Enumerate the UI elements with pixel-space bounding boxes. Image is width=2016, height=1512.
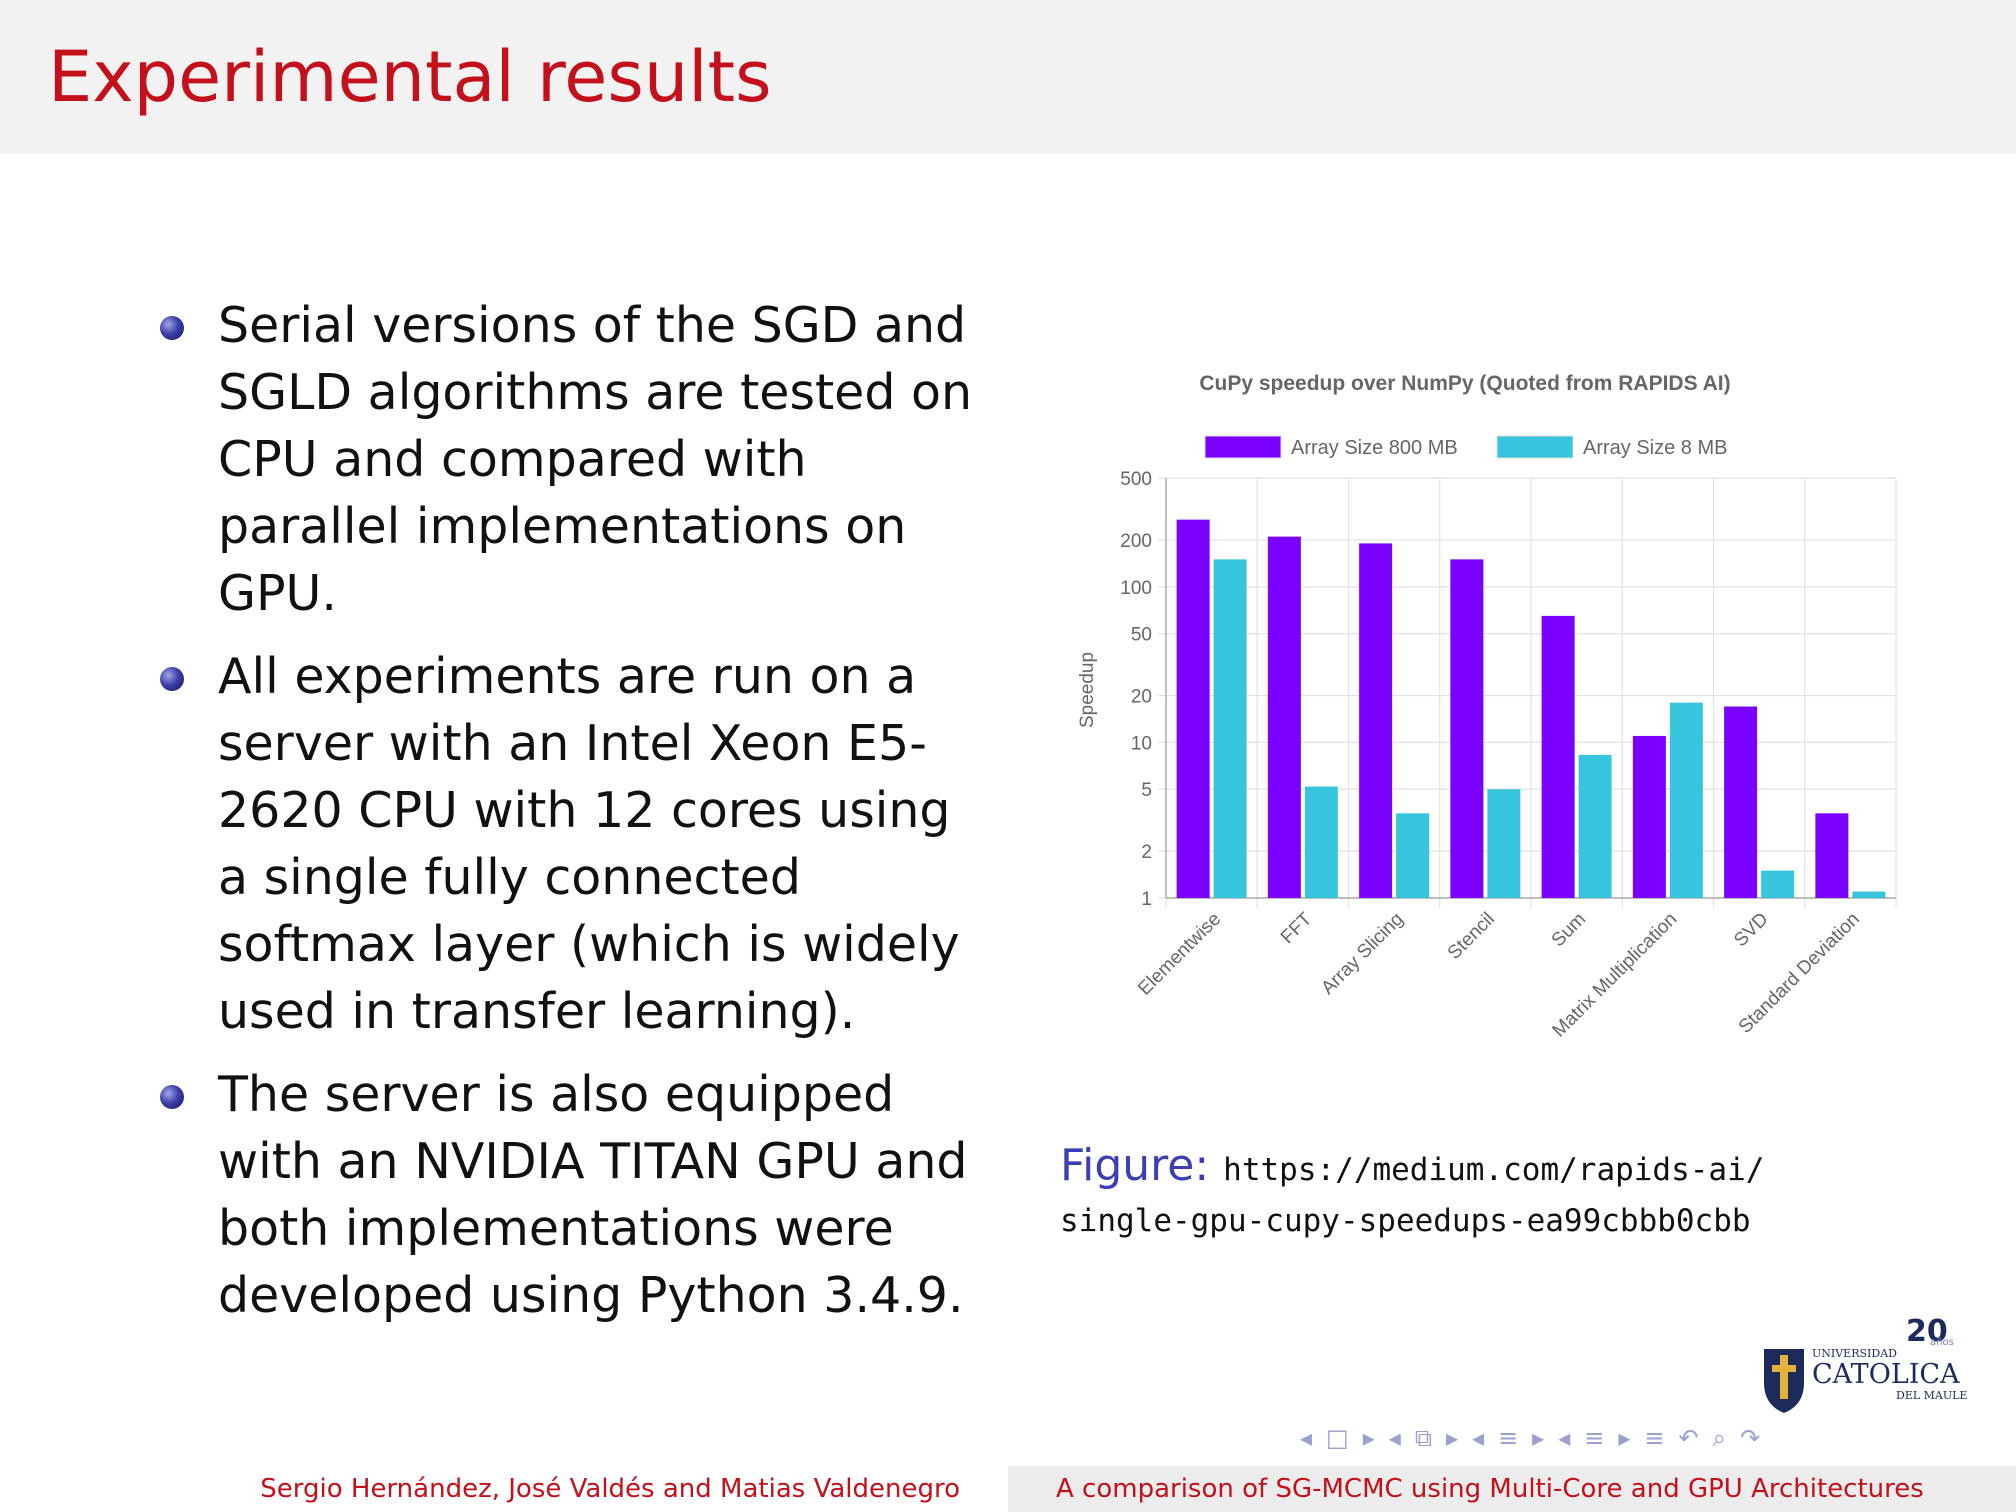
bullet-text: All experiments are run on a server with… (218, 648, 960, 1040)
bar-1-5 (1669, 702, 1703, 898)
y-tick-label-2: 5 (1141, 780, 1152, 801)
slide-title: Experimental results (48, 36, 772, 118)
bullet-marker-icon (160, 667, 184, 691)
bar-0-3 (1450, 559, 1484, 898)
nav-control-8[interactable]: ▸ (1532, 1424, 1545, 1452)
x-tick-label-2: Array Slicing (1317, 909, 1407, 999)
x-tick-label-0: Elementwise (1134, 909, 1225, 1000)
speedup-bar-chart: CuPy speedup over NumPy (Quoted from RAP… (1077, 372, 1897, 1042)
bullet-text: The server is also equipped with an NVID… (218, 1066, 968, 1324)
nav-control-5[interactable]: ▸ (1445, 1424, 1459, 1452)
nav-control-15[interactable]: ↷ (1740, 1424, 1761, 1452)
bar-0-7 (1815, 813, 1849, 898)
chart-title: CuPy speedup over NumPy (Quoted from RAP… (1199, 372, 1730, 395)
legend-swatch-1 (1496, 435, 1574, 459)
slide-footer: Sergio Hernández, José Valdés and Matias… (0, 1466, 2016, 1512)
y-tick-label-7: 200 (1120, 531, 1152, 552)
x-tick-label-3: Stencil (1444, 909, 1499, 964)
bullet-text: Serial versions of the SGD and SGLD algo… (218, 297, 973, 622)
bar-1-7 (1852, 891, 1886, 898)
bar-1-2 (1396, 813, 1430, 898)
figure-caption: Figure: https://medium.com/rapids-ai/ sin… (1060, 1142, 1940, 1245)
nav-control-11[interactable]: ▸ (1618, 1424, 1631, 1452)
nav-control-0[interactable]: ◂ (1300, 1424, 1313, 1452)
legend-label-0: Array Size 800 MB (1291, 437, 1458, 459)
nav-control-12[interactable]: ≡ (1644, 1424, 1665, 1452)
legend-swatch-0 (1204, 435, 1282, 459)
caption-url-line1[interactable]: https://medium.com/rapids-ai/ (1223, 1152, 1765, 1188)
logo-line2: CATOLICA (1812, 1359, 1960, 1390)
y-tick-label-0: 1 (1141, 889, 1152, 910)
bar-1-4 (1578, 754, 1612, 898)
y-tick-label-5: 50 (1131, 625, 1152, 646)
bar-0-1 (1267, 536, 1301, 898)
nav-control-9[interactable]: ◂ (1558, 1424, 1571, 1452)
caption-url-line2[interactable]: single-gpu-cupy-speedups-ea99cbbb0cbb (1060, 1203, 1751, 1239)
bullet-item: Serial versions of the SGD and SGLD algo… (156, 292, 976, 627)
legend-label-1: Array Size 8 MB (1583, 437, 1727, 459)
nav-control-2[interactable]: ▸ (1362, 1424, 1375, 1452)
nav-control-4[interactable]: ⧉ (1414, 1424, 1432, 1452)
x-tick-label-1: FFT (1277, 908, 1317, 948)
logo-badge-text: años (1930, 1337, 1954, 1348)
y-tick-label-8: 500 (1120, 469, 1152, 490)
y-tick-label-6: 100 (1120, 578, 1152, 599)
nav-control-6[interactable]: ◂ (1472, 1424, 1485, 1452)
bar-1-6 (1761, 870, 1795, 898)
logo-line1: UNIVERSIDAD (1812, 1347, 1897, 1360)
bar-0-0 (1176, 519, 1210, 898)
bar-1-3 (1487, 789, 1521, 898)
nav-control-14[interactable]: ⌕ (1712, 1424, 1727, 1452)
bullet-marker-icon (160, 1085, 184, 1109)
bullet-marker-icon (160, 316, 184, 340)
footer-talk-title: A comparison of SG-MCMC using Multi-Core… (1008, 1466, 2016, 1512)
slide-header: Experimental results (0, 0, 2016, 154)
bar-0-5 (1632, 735, 1666, 898)
nav-control-13[interactable]: ↶ (1678, 1424, 1699, 1452)
bullet-item: The server is also equipped with an NVID… (156, 1061, 976, 1329)
university-logo: UNIVERSIDAD CATOLICA DEL MAULE 20 años (1764, 1314, 1967, 1413)
nav-control-1[interactable]: □ (1326, 1424, 1349, 1452)
y-axis-label: Speedup (1077, 652, 1098, 728)
figure: CuPy speedup over NumPy (Quoted from RAP… (1050, 360, 1910, 1100)
caption-label: Figure: (1060, 1140, 1210, 1191)
bar-0-4 (1541, 615, 1575, 898)
footer-authors: Sergio Hernández, José Valdés and Matias… (0, 1466, 1008, 1512)
bar-1-1 (1304, 786, 1338, 898)
y-tick-label-3: 10 (1131, 733, 1152, 754)
bar-0-6 (1724, 706, 1758, 898)
nav-control-7[interactable]: ≡ (1498, 1424, 1519, 1452)
x-tick-label-6: SVD (1730, 909, 1772, 951)
nav-control-10[interactable]: ≡ (1584, 1424, 1605, 1452)
logo-line3: DEL MAULE (1896, 1389, 1967, 1402)
beamer-navigation: ◂ □ ▸ ◂ ⧉ ▸ ◂ ≡ ▸ ◂ ≡ ▸ ≡ ↶ ⌕ ↷ (1300, 1420, 2000, 1456)
bullet-item: All experiments are run on a server with… (156, 643, 976, 1045)
logo-badge-number: 20 (1906, 1314, 1948, 1349)
bullet-list: Serial versions of the SGD and SGLD algo… (156, 292, 976, 1345)
y-tick-label-4: 20 (1131, 687, 1152, 708)
nav-control-3[interactable]: ◂ (1388, 1424, 1401, 1452)
bar-1-0 (1213, 559, 1247, 898)
bar-0-2 (1359, 543, 1393, 898)
x-tick-label-4: Sum (1548, 909, 1590, 951)
y-tick-label-1: 2 (1141, 842, 1152, 863)
